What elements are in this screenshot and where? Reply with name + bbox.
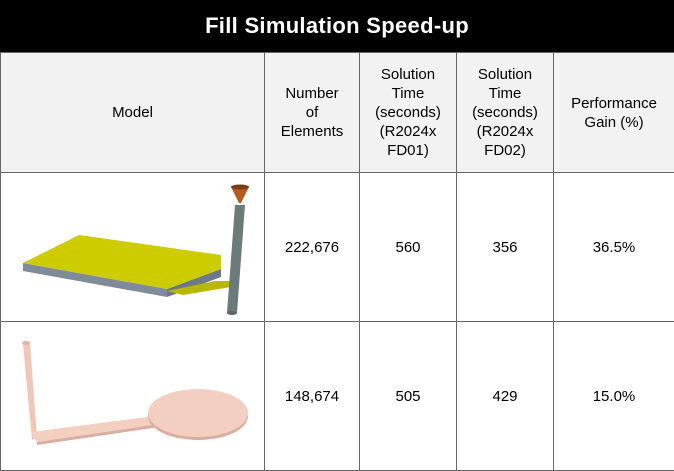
header-model: Model (1, 53, 265, 173)
table-title: Fill Simulation Speed-up (0, 0, 674, 52)
results-table: Model Number of Elements Solution Time (… (0, 52, 674, 471)
time-fd01-cell: 505 (360, 322, 457, 471)
gain-cell: 36.5% (554, 173, 674, 322)
header-time-fd02: Solution Time (seconds) (R2024x FD02) (457, 53, 554, 173)
header-time-fd01: Solution Time (seconds) (R2024x FD01) (360, 53, 457, 173)
time-fd01-cell: 560 (360, 173, 457, 322)
time-fd02-cell: 356 (457, 173, 554, 322)
gain-cell: 15.0% (554, 322, 674, 471)
elements-cell: 148,674 (265, 322, 360, 471)
elements-cell: 222,676 (265, 173, 360, 322)
model-image-cell (1, 173, 265, 322)
paddle-model-image (5, 322, 269, 470)
header-gain: Performance Gain (%) (554, 53, 674, 173)
table-row: 222,676 560 356 36.5% (1, 173, 674, 322)
header-row: Model Number of Elements Solution Time (… (1, 53, 674, 173)
time-fd02-cell: 429 (457, 322, 554, 471)
table-row: 148,674 505 429 15.0% (1, 322, 674, 471)
header-elements: Number of Elements (265, 53, 360, 173)
model-image-cell (1, 322, 265, 471)
plate-model-image (5, 173, 269, 321)
